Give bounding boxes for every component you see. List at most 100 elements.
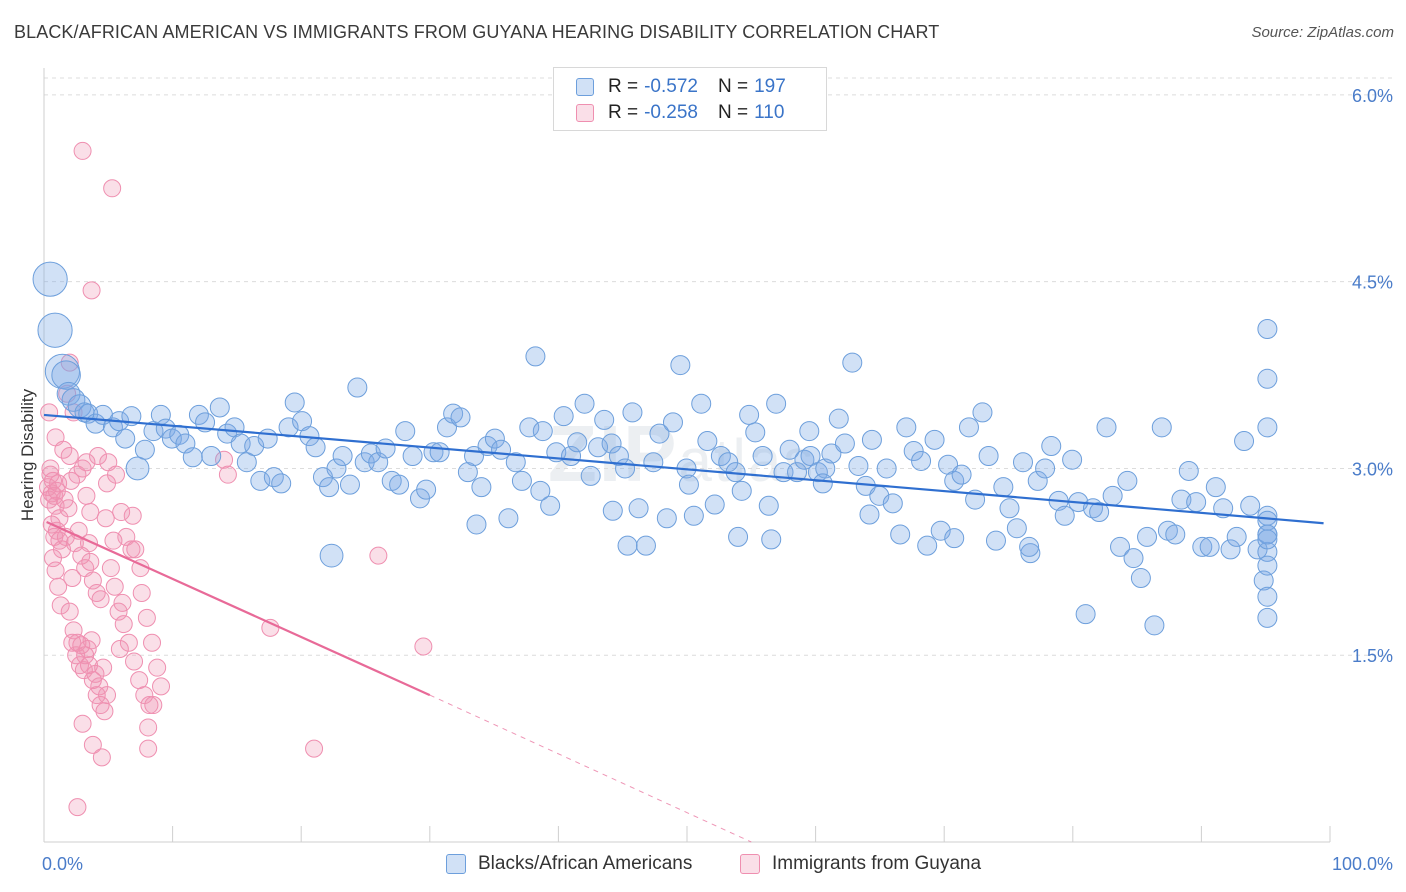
data-point-black (271, 473, 292, 494)
data-point-black (903, 441, 924, 462)
data-point-black (794, 449, 815, 470)
data-point-black (201, 446, 222, 466)
watermark-logo: ZIPatlas (548, 409, 816, 498)
data-point-black (1257, 524, 1278, 545)
data-point-black (134, 439, 155, 460)
data-point-black (326, 458, 347, 479)
data-point-black (635, 535, 656, 556)
trend-line-guyana (46, 520, 431, 697)
data-point-black (519, 417, 540, 438)
data-point-black (1199, 536, 1220, 557)
data-point-black (812, 473, 833, 494)
data-point-black (471, 477, 492, 498)
data-point-guyana (77, 486, 96, 505)
data-point-black (718, 452, 739, 473)
data-point-black (450, 407, 471, 428)
data-point-black (911, 450, 932, 471)
data-point-black (1110, 536, 1131, 557)
data-point-black (532, 421, 553, 442)
data-point-black (1012, 452, 1033, 473)
data-point-black (601, 433, 622, 454)
data-point-black (115, 428, 136, 449)
data-point-black (779, 439, 800, 460)
data-point-guyana (62, 471, 81, 490)
data-point-black (683, 505, 704, 526)
data-point-black (1226, 526, 1247, 547)
data-point-guyana (83, 735, 102, 754)
data-point-black (588, 437, 609, 458)
data-point-guyana (95, 702, 114, 721)
legend-r-label: R = (608, 76, 639, 97)
data-point-black (525, 346, 546, 367)
data-point-guyana (40, 403, 59, 422)
data-point-guyana (41, 459, 60, 478)
data-point-guyana (144, 696, 163, 715)
data-point-black (484, 428, 505, 449)
data-point-black (580, 465, 601, 486)
data-point-guyana (87, 686, 106, 705)
data-point-black (1123, 548, 1144, 569)
data-point-black (395, 421, 416, 442)
data-point-black (656, 508, 677, 529)
data-point-black (466, 514, 487, 535)
data-point-black (861, 429, 882, 450)
data-point-black (553, 406, 574, 427)
data-point-black (1257, 318, 1278, 339)
data-point-black (678, 474, 699, 495)
data-point-black (758, 495, 779, 516)
data-point-guyana (73, 714, 92, 733)
data-point-guyana (63, 569, 82, 588)
x-tick-label: 100.0% (1332, 854, 1393, 874)
legend-row-blue: R = -0.572 N = 197 (576, 75, 786, 99)
data-point-guyana (104, 531, 123, 550)
data-point-black (305, 437, 326, 458)
y-axis-label: Hearing Disability (18, 388, 37, 521)
data-point-guyana (89, 447, 108, 465)
data-point-black (574, 393, 595, 414)
data-point-black (1041, 436, 1062, 457)
data-point-black (649, 423, 670, 444)
data-point-black (985, 530, 1006, 551)
data-point-black (1144, 615, 1165, 636)
data-point-guyana (125, 652, 144, 671)
series-guyana-points (39, 141, 433, 817)
data-point-black (567, 432, 588, 453)
data-point-black (416, 479, 437, 500)
data-point-black (1205, 477, 1226, 498)
x-tick-label: 0.0% (42, 854, 83, 874)
data-point-black (1171, 489, 1192, 510)
data-point-guyana (139, 718, 158, 737)
data-point-black (32, 261, 68, 297)
data-point-guyana (92, 748, 111, 767)
data-point-black (257, 428, 278, 449)
chart-title: BLACK/AFRICAN AMERICAN VS IMMIGRANTS FRO… (14, 22, 940, 42)
data-point-black (1186, 492, 1207, 513)
data-point-guyana (96, 509, 115, 528)
data-point-guyana (76, 646, 95, 665)
data-point-black (1220, 539, 1241, 560)
y-tick-label: 4.5% (1352, 273, 1393, 293)
data-point-black (511, 470, 532, 491)
y-tick-label: 1.5% (1352, 646, 1393, 666)
source-label: Source: ZipAtlas.com (1251, 24, 1394, 41)
data-point-guyana (80, 656, 99, 675)
legend-r-label: R = (608, 102, 639, 123)
data-point-guyana (46, 561, 65, 580)
data-point-black (917, 535, 938, 556)
data-point-guyana (91, 590, 110, 609)
data-point-black (1257, 417, 1278, 438)
data-point-black (530, 480, 551, 501)
trend-line-guyana-extension (429, 694, 752, 843)
data-point-black (896, 417, 917, 438)
data-point-black (821, 443, 842, 464)
data-point-guyana (73, 141, 92, 160)
data-point-black (662, 412, 683, 433)
data-point-black (958, 417, 979, 438)
data-point-guyana (59, 499, 78, 518)
data-point-black (278, 417, 299, 438)
data-point-guyana (137, 608, 156, 627)
data-point-black (339, 474, 360, 495)
data-point-black (628, 498, 649, 519)
series-name-black: Blacks/African Americans (478, 853, 693, 874)
